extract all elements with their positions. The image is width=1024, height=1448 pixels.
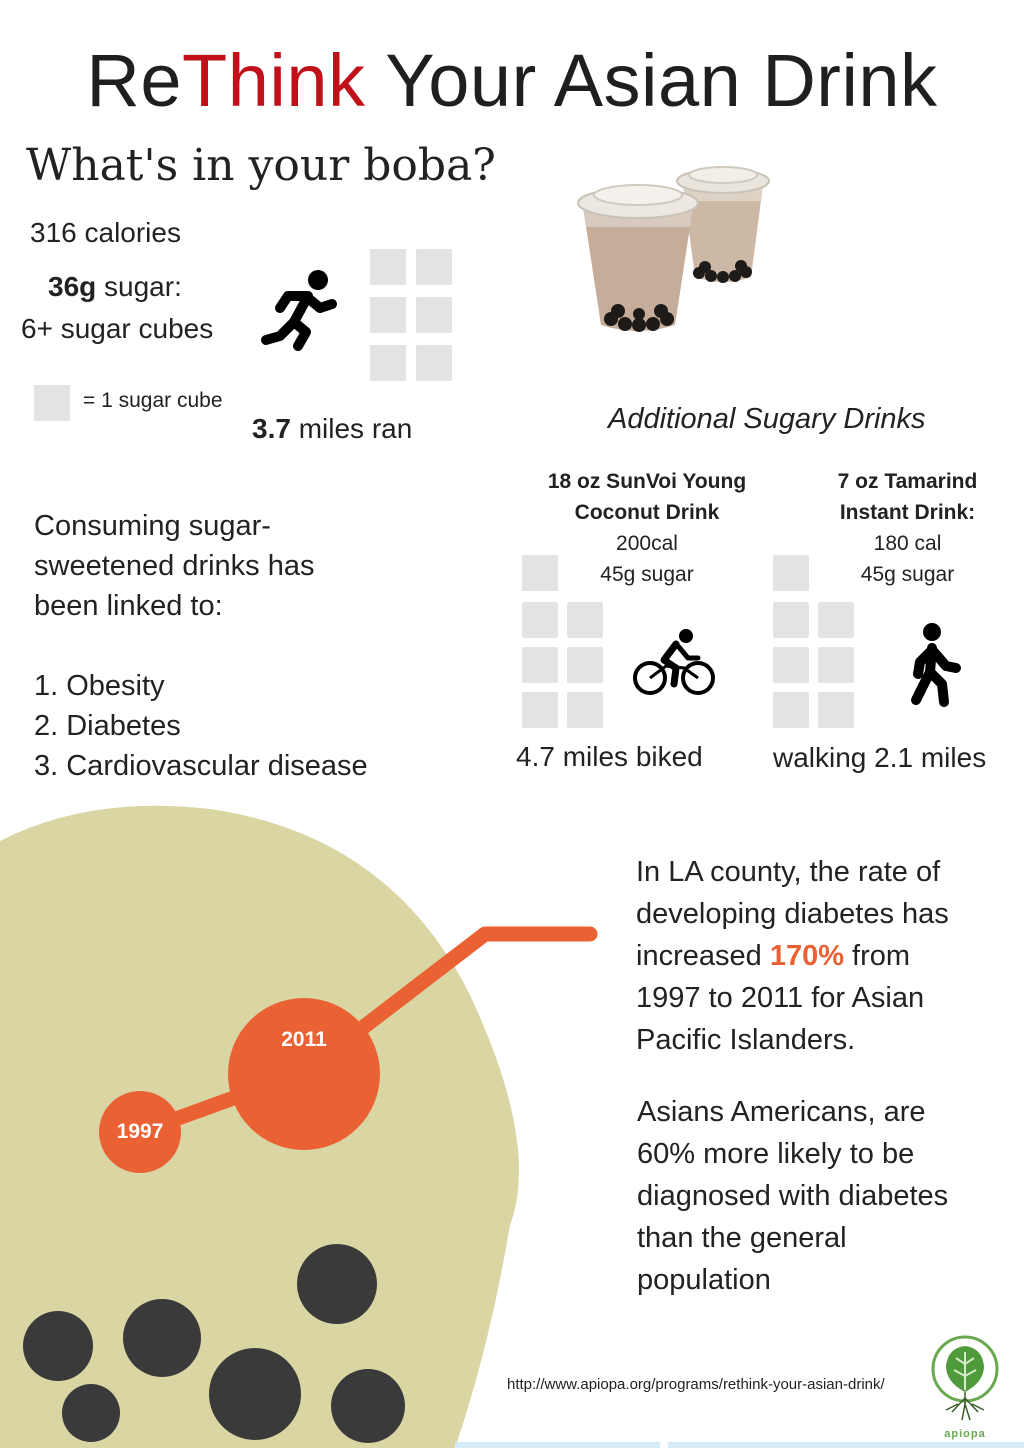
boba-miles-label: miles ran bbox=[290, 413, 413, 444]
stat-text: increased bbox=[636, 940, 770, 972]
pearl bbox=[62, 1384, 120, 1442]
sugar-cube bbox=[522, 692, 558, 728]
sugar-cube bbox=[773, 602, 809, 638]
boba-sugar-amount: 36g bbox=[48, 271, 97, 302]
linked-intro-line2: sweetened drinks has bbox=[34, 550, 315, 582]
drink2-exercise: walking 2.1 miles bbox=[773, 742, 987, 773]
sugar-cube bbox=[416, 345, 452, 381]
drink2-sugar: 45g sugar bbox=[860, 563, 955, 586]
sugar-cube bbox=[773, 692, 809, 728]
stat-line: developing diabetes has bbox=[636, 898, 949, 930]
timeline-2011-bubble: 2011 bbox=[228, 998, 380, 1150]
title-rest: Your Asian Drink bbox=[365, 39, 938, 122]
sugar-cube bbox=[567, 692, 603, 728]
sugar-cube bbox=[567, 602, 603, 638]
timeline-graph bbox=[132, 926, 598, 1140]
pearl bbox=[297, 1244, 377, 1324]
sugar-cube bbox=[773, 647, 809, 683]
drink1-exercise: 4.7 miles biked bbox=[516, 741, 703, 772]
boba-sugar: 36g sugar: bbox=[48, 271, 182, 303]
runner-icon bbox=[261, 270, 337, 351]
boba-cubes-text: 6+ sugar cubes bbox=[21, 313, 214, 344]
page-title: ReThink Your Asian Drink bbox=[0, 38, 1024, 123]
sugar-cube bbox=[773, 555, 809, 591]
drink2-calories: 180 cal bbox=[873, 532, 942, 555]
walker-icon bbox=[911, 623, 961, 707]
drink2-name-line2: Instant Drink: bbox=[839, 501, 976, 524]
linked-intro-line3: been linked to: bbox=[34, 590, 223, 622]
title-think: Think bbox=[182, 39, 366, 122]
stat-line: 60% more likely to be bbox=[637, 1138, 915, 1170]
sugar-cube bbox=[416, 297, 452, 333]
drink1-name-line2: Coconut Drink bbox=[574, 501, 720, 524]
title-re: Re bbox=[86, 39, 183, 122]
pearl bbox=[123, 1299, 201, 1377]
boba-cups-image bbox=[577, 166, 770, 332]
stat-line: 1997 to 2011 for Asian bbox=[636, 982, 925, 1014]
sugar-cube bbox=[522, 647, 558, 683]
sugar-cube bbox=[818, 647, 854, 683]
section-subtitle: What's in your boba? bbox=[26, 140, 496, 191]
pearl bbox=[23, 1311, 93, 1381]
sugar-cube bbox=[370, 345, 406, 381]
legend-sugar-cube bbox=[34, 385, 70, 421]
sugar-cube bbox=[522, 602, 558, 638]
cyclist-icon bbox=[633, 629, 715, 695]
apiopa-logo-mark bbox=[931, 1335, 999, 1421]
timeline-year-1997: 1997 bbox=[116, 1120, 164, 1143]
stat-text: from bbox=[843, 940, 911, 972]
boba-miles-ran: 3.7 miles ran bbox=[252, 413, 412, 445]
source-url-link[interactable]: http://www.apiopa.org/programs/rethink-y… bbox=[507, 1376, 885, 1393]
linked-item-diabetes: 2. Diabetes bbox=[34, 710, 181, 742]
apiopa-logo: apiopa bbox=[928, 1332, 1002, 1444]
stat-percentage: 170% bbox=[769, 940, 844, 972]
stat-line: increased 170% from bbox=[636, 935, 949, 977]
pearl bbox=[209, 1348, 301, 1440]
pearl bbox=[331, 1369, 405, 1443]
boba-calories: 316 calories bbox=[30, 217, 181, 248]
sugar-cube bbox=[818, 602, 854, 638]
bottom-strip bbox=[455, 1442, 660, 1448]
timeline-year-2011: 2011 bbox=[281, 1028, 327, 1051]
timeline-1997-bubble: 1997 bbox=[99, 1091, 181, 1173]
drink1-calories: 200cal bbox=[616, 532, 678, 555]
drink2-info: 7 oz Tamarind Instant Drink: 180 cal 45g… bbox=[800, 466, 1015, 590]
additional-drinks-heading: Additional Sugary Drinks bbox=[608, 403, 926, 435]
stat-line: diagnosed with diabetes bbox=[637, 1180, 949, 1212]
diabetes-rate-stat: In LA county, the rate of developing dia… bbox=[636, 851, 949, 1061]
linked-item-cardiovascular: 3. Cardiovascular disease bbox=[34, 750, 368, 782]
sugar-cube bbox=[567, 647, 603, 683]
linked-intro-line1: Consuming sugar- bbox=[34, 510, 271, 542]
sugar-cube bbox=[370, 249, 406, 285]
drink1-name-line1: 18 oz SunVoi Young bbox=[547, 470, 747, 493]
linked-conditions: Consuming sugar- sweetened drinks has be… bbox=[34, 506, 368, 786]
stat-line: Asians Americans, are bbox=[637, 1096, 926, 1128]
drink1-info: 18 oz SunVoi Young Coconut Drink 200cal … bbox=[517, 466, 777, 590]
sugar-cube bbox=[416, 249, 452, 285]
drink2-name-line1: 7 oz Tamarind bbox=[837, 470, 978, 493]
asian-american-stat: Asians Americans, are 60% more likely to… bbox=[637, 1091, 948, 1301]
stat-line: In LA county, the rate of bbox=[636, 856, 941, 888]
logo-text: apiopa bbox=[944, 1428, 986, 1440]
stat-line: than the general bbox=[637, 1222, 847, 1254]
boba-sugar-label: sugar: bbox=[96, 271, 182, 302]
sugar-cube bbox=[818, 692, 854, 728]
bottom-strip bbox=[668, 1442, 1024, 1448]
stat-line: Pacific Islanders. bbox=[636, 1024, 856, 1056]
drink1-sugar: 45g sugar bbox=[600, 563, 694, 586]
legend-text: = 1 sugar cube bbox=[83, 389, 223, 412]
stat-line: population bbox=[637, 1264, 771, 1296]
sugar-cube bbox=[522, 555, 558, 591]
linked-item-obesity: 1. Obesity bbox=[34, 670, 165, 702]
sugar-cube bbox=[370, 297, 406, 333]
boba-miles-number: 3.7 bbox=[252, 413, 291, 444]
